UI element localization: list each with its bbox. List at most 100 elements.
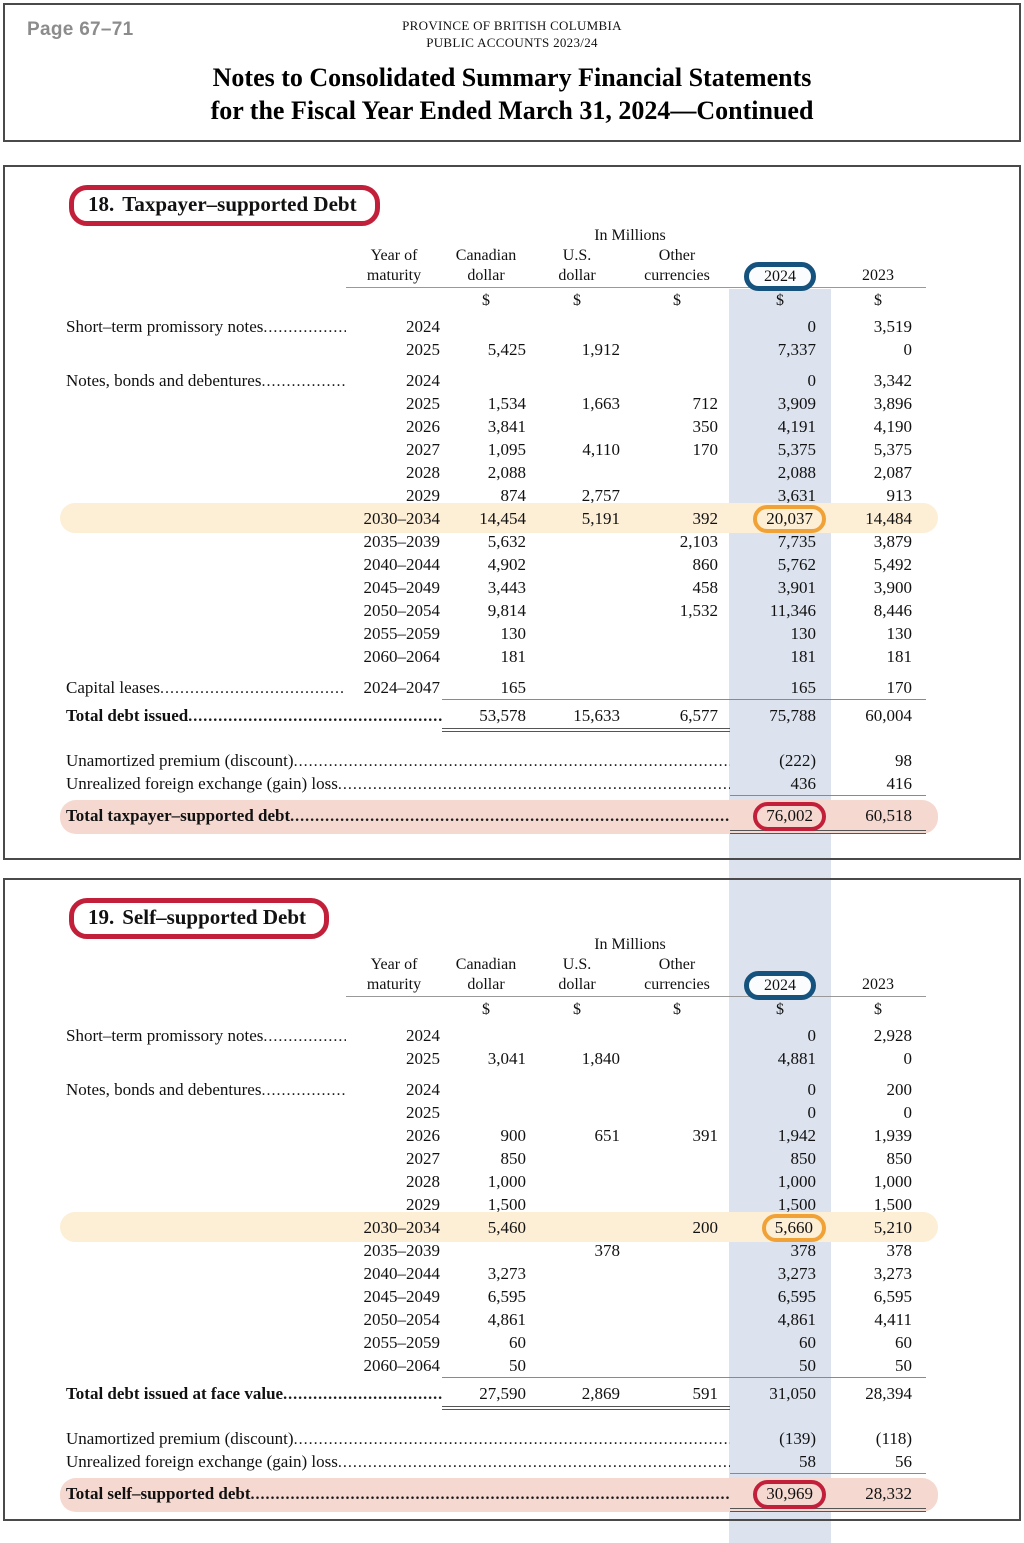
cell-y23: 850 (886, 1149, 913, 1168)
col-header-year: maturity (346, 266, 442, 288)
cell-year: 2055–2059 (363, 1333, 441, 1352)
dot-leader (294, 1427, 730, 1450)
total-label: Total debt issued (66, 706, 189, 725)
dot-leader (263, 315, 346, 338)
header-spacer (66, 246, 346, 266)
cell-y23: 0 (903, 1103, 913, 1122)
grand-total-label: Total self–supported debt (66, 1484, 251, 1503)
table-row: 2025 1,534 1,663 712 3,909 3,896 (66, 392, 926, 415)
cell-cad: 50 (442, 1354, 530, 1378)
title-line-2: for the Fiscal Year Ended March 31, 2024… (210, 96, 814, 125)
cell-y24: 436 (730, 772, 830, 796)
cell-y24: 2,088 (777, 463, 816, 482)
col-header-other: currencies (624, 975, 730, 997)
column-highlight-strip-2024 (729, 289, 831, 1543)
currency-symbol-row: $ $ $ $ $ (66, 997, 926, 1024)
row-label-cell (66, 553, 346, 576)
cell-y23: 3,273 (873, 1264, 912, 1283)
table-header-row-1: Year of Canadian U.S. Other (66, 955, 926, 975)
cell-other (624, 369, 730, 392)
cell-year: 2045–2049 (363, 1287, 441, 1306)
orange-circle-annotation-value: 5,660 (761, 1214, 826, 1242)
currency-symbol: $ (874, 1001, 882, 1018)
cell-cad: 4,902 (487, 555, 526, 574)
cell-year: 2026 (406, 1126, 440, 1145)
cell-y24: 181 (790, 647, 817, 666)
row-label: Short–term promissory notes (66, 1026, 264, 1045)
header-spacer (66, 266, 346, 288)
cell-y23: 3,896 (873, 394, 912, 413)
cell-usd (530, 415, 624, 438)
currency-symbol: $ (673, 1001, 681, 1018)
total-label-cell: Total debt issued at face value (66, 1382, 442, 1410)
adjustment-row: Unamortized premium (discount) (139) (118) (66, 1427, 926, 1450)
dot-leader (261, 369, 346, 392)
cell-year: 2035–2039 (363, 532, 441, 551)
cell-usd (530, 530, 624, 553)
cell-year: 2040–2044 (363, 555, 441, 574)
cell-y24: 0 (807, 317, 817, 336)
cell-y24: 58 (730, 1450, 830, 1474)
cell-usd: 651 (594, 1126, 621, 1145)
cell-y23: 5,210 (873, 1218, 912, 1237)
table-group-header-row: In Millions (66, 226, 926, 246)
cell-usd: 1,912 (581, 340, 620, 359)
cell-cad (442, 1078, 530, 1101)
cell-y24: 20,037 (730, 505, 830, 533)
dot-leader (188, 704, 442, 729)
row-label-cell (66, 1124, 346, 1147)
row-label-cell (66, 576, 346, 599)
col-header-2023: 2023 (830, 266, 926, 288)
cell-y23: 4,411 (874, 1310, 912, 1329)
cell-y23: 416 (830, 772, 926, 796)
cell-y23: 181 (886, 647, 913, 666)
cell-y24: (222) (779, 751, 816, 770)
cell-other: 2,103 (679, 532, 718, 551)
row-label-cell (66, 1101, 346, 1124)
cell-usd (530, 369, 624, 392)
spacer (346, 288, 442, 315)
col-header-year: Year of (370, 956, 418, 973)
spacer (346, 997, 442, 1024)
cell-y23: 3,519 (873, 317, 912, 336)
cell-y24: 31,050 (769, 1384, 816, 1403)
col-header-year: Year of (370, 247, 418, 264)
cell-year: 2035–2039 (363, 1241, 441, 1260)
section-19-badge-red-circle-annotation: 19. Self–supported Debt (69, 898, 330, 939)
cell-usd (530, 1147, 624, 1170)
row-label-cell (66, 1331, 346, 1354)
cell-year: 2027 (406, 440, 440, 459)
cell-year: 2024–2047 (363, 678, 441, 697)
cell-y23: 50 (830, 1354, 926, 1378)
table-row: 2060–2064 50 50 50 (66, 1354, 926, 1378)
cell-other: 350 (692, 417, 719, 436)
cell-other: 6,577 (624, 704, 730, 732)
cell-y23: 378 (886, 1241, 913, 1260)
cell-cad: 1,500 (487, 1195, 526, 1214)
cell-y24: 7,337 (777, 340, 816, 359)
row-label-cell: Short–term promissory notes (66, 1024, 346, 1047)
cell-y24: 60 (799, 1333, 816, 1352)
cell-year: 2029 (406, 486, 440, 505)
cell-y24: 165 (730, 676, 830, 700)
cell-y23: 60,518 (830, 802, 926, 834)
table-row: 2025 3,041 1,840 4,881 0 (66, 1047, 926, 1070)
table-row: 2035–2039 5,632 2,103 7,735 3,879 (66, 530, 926, 553)
table-row: 2040–2044 3,273 3,273 3,273 (66, 1262, 926, 1285)
row-label-cell (66, 1216, 346, 1239)
dot-leader (160, 676, 346, 700)
in-millions-label: In Millions (594, 936, 666, 953)
table-row: Short–term promissory notes 2024 0 2,928 (66, 1024, 926, 1047)
cell-y23: 60 (895, 1333, 912, 1352)
row-label: Notes, bonds and debentures (66, 371, 262, 390)
cell-usd (530, 576, 624, 599)
cell-year: 2025 (406, 394, 440, 413)
document-title: Notes to Consolidated Summary Financial … (5, 61, 1019, 127)
cell-y24: 3,901 (777, 578, 816, 597)
cell-cad: 1,000 (487, 1172, 526, 1191)
cell-other: 200 (692, 1218, 719, 1237)
table-row: 2045–2049 3,443 458 3,901 3,900 (66, 576, 926, 599)
cell-other (624, 1331, 730, 1354)
